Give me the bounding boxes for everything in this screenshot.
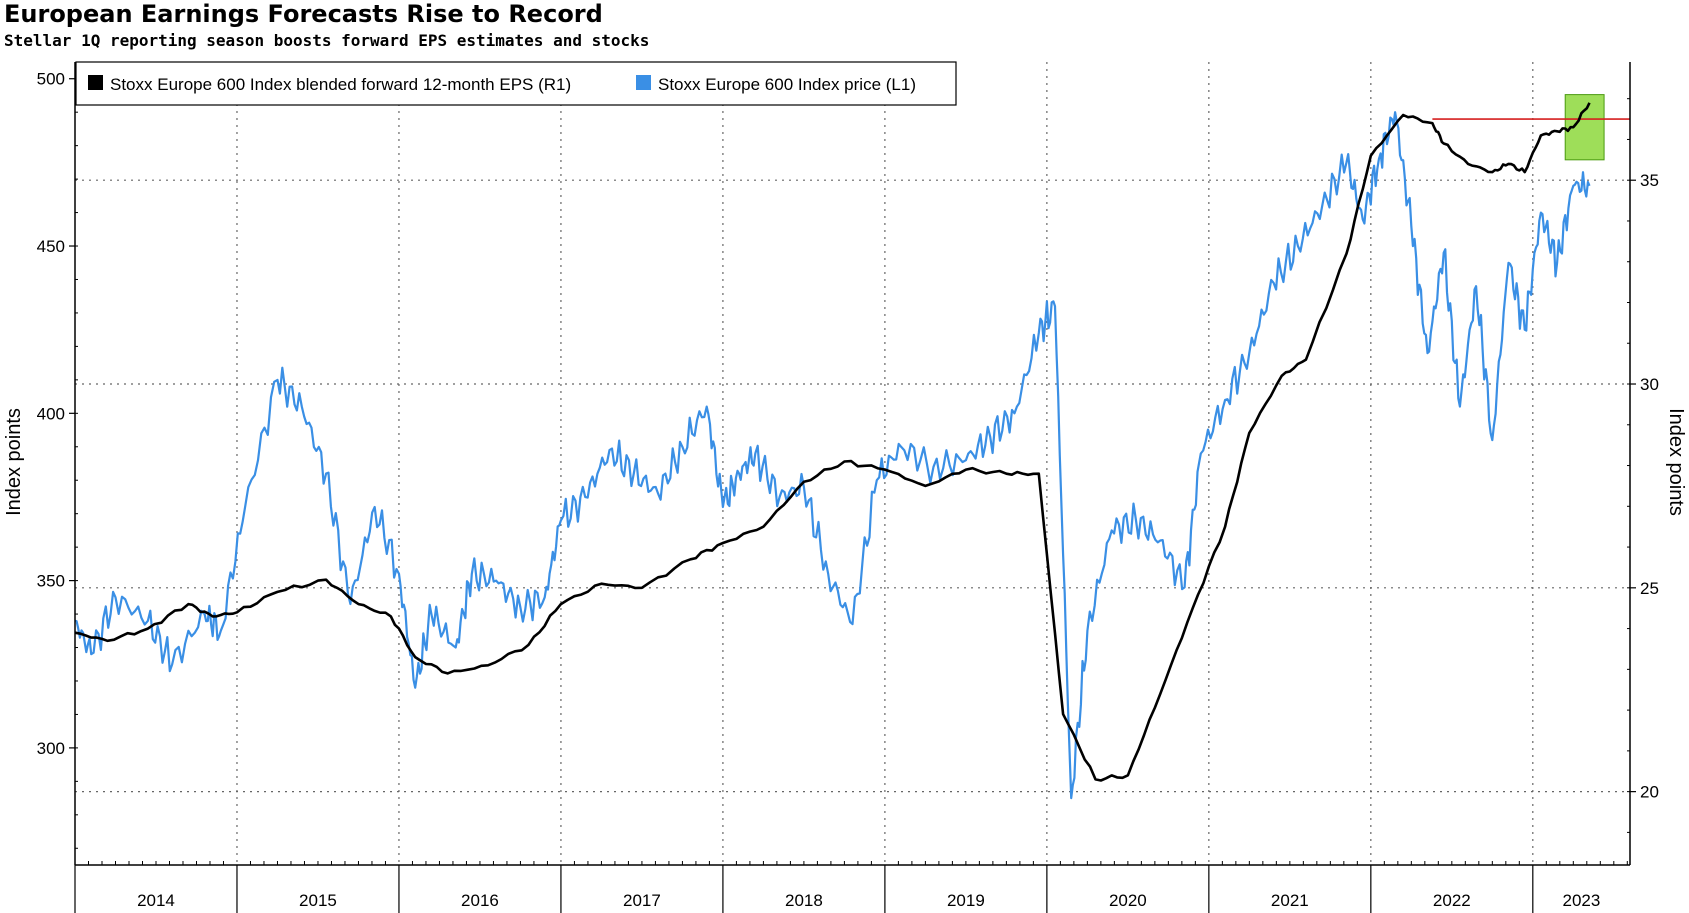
x-tick-label: 2014 [137, 891, 175, 910]
legend-swatch-price [636, 75, 651, 90]
x-tick-label: 2019 [947, 891, 985, 910]
x-tick-label: 2018 [785, 891, 823, 910]
x-tick-label: 2020 [1109, 891, 1147, 910]
chart-title: European Earnings Forecasts Rise to Reco… [4, 0, 603, 28]
axis-layer: 2014 2015 2016 2017 2018 2019 2020 2021 2022 2023… [37, 62, 1659, 913]
right-tick-label: 30 [1640, 375, 1659, 394]
eps-series-line [74, 102, 1591, 782]
right-tick-label: 35 [1640, 171, 1659, 190]
left-tick-label: 400 [37, 404, 65, 423]
left-tick-label: 450 [37, 237, 65, 256]
left-tick-label: 300 [37, 739, 65, 758]
x-tick-label: 2021 [1271, 891, 1309, 910]
x-tick-label: 2023 [1562, 891, 1600, 910]
legend-label-price: Stoxx Europe 600 Index price (L1) [658, 75, 916, 94]
left-tick-label: 350 [37, 572, 65, 591]
x-tick-label: 2015 [299, 891, 337, 910]
chart-subtitle: Stellar 1Q reporting season boosts forwa… [4, 31, 650, 50]
right-tick-label: 25 [1640, 579, 1659, 598]
x-tick-label: 2022 [1433, 891, 1471, 910]
series-layer [74, 102, 1591, 800]
annotation-layer [1432, 94, 1630, 161]
left-tick-label: 500 [37, 70, 65, 89]
left-axis-title: Index points [3, 408, 25, 516]
x-tick-label: 2017 [623, 891, 661, 910]
right-tick-label: 20 [1640, 783, 1659, 802]
legend-swatch-eps [88, 75, 103, 90]
x-tick-label: 2016 [461, 891, 499, 910]
right-axis-title: Index points [1665, 408, 1687, 516]
price-series-line [74, 111, 1591, 800]
legend-frame [75, 61, 957, 106]
legend-label-eps: Stoxx Europe 600 Index blended forward 1… [110, 75, 571, 94]
legend: Stoxx Europe 600 Index blended forward 1… [75, 61, 957, 106]
